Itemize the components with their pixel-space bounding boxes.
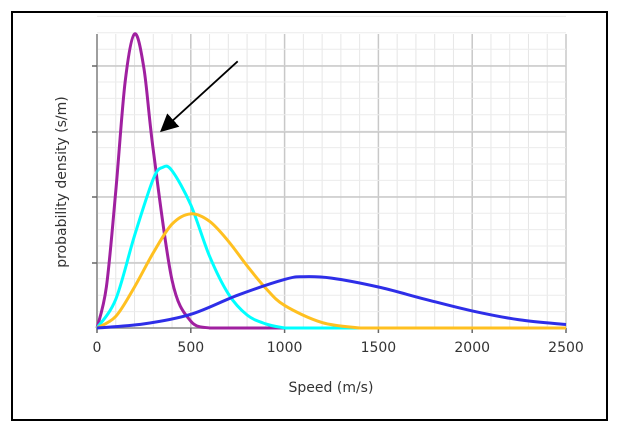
x-tick-label: 500	[177, 340, 204, 356]
x-tick-label: 1000	[267, 340, 303, 356]
y-axis-title: probability density (s/m)	[54, 96, 70, 268]
chart-frame	[11, 11, 608, 421]
tick-labels: 0 500 1000 1500 2000 2500	[93, 340, 584, 356]
annotations	[159, 60, 239, 133]
axes	[92, 34, 567, 333]
x-tick-label: 0	[93, 340, 102, 356]
series-line-4	[96, 275, 567, 330]
x-tick-label: 2000	[454, 340, 490, 356]
series-line-2	[95, 164, 566, 330]
x-axis-title: Speed (m/s)	[289, 380, 374, 396]
annotation-arrow	[159, 60, 239, 133]
x-tick-label: 2500	[548, 340, 584, 356]
series-line-1	[95, 32, 566, 330]
series-line-3	[96, 212, 566, 330]
x-tick-label: 1500	[361, 340, 397, 356]
grid	[96, 15, 567, 329]
series-group	[95, 32, 567, 330]
